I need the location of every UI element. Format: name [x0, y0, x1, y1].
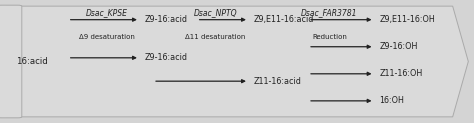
Text: Z9-16:OH: Z9-16:OH — [379, 42, 418, 51]
Text: Z11-16:acid: Z11-16:acid — [254, 77, 301, 86]
Text: Reduction: Reduction — [312, 34, 347, 40]
Text: Δ9 desaturation: Δ9 desaturation — [79, 34, 135, 40]
Text: Z9,E11-16:OH: Z9,E11-16:OH — [379, 15, 435, 24]
Text: Dsac_NPTQ: Dsac_NPTQ — [194, 9, 237, 18]
Text: 16:OH: 16:OH — [379, 96, 404, 105]
Text: Z9,E11-16:acid: Z9,E11-16:acid — [254, 15, 314, 24]
Text: Z9-16:acid: Z9-16:acid — [145, 53, 188, 62]
Text: Z9-16:acid: Z9-16:acid — [145, 15, 188, 24]
FancyBboxPatch shape — [0, 5, 22, 118]
Text: 16:acid: 16:acid — [17, 57, 48, 66]
Polygon shape — [7, 6, 468, 117]
Text: Dsac_FAR3781: Dsac_FAR3781 — [301, 9, 358, 18]
Text: Dsac_KPSE: Dsac_KPSE — [86, 9, 128, 18]
Text: Δ11 desaturation: Δ11 desaturation — [185, 34, 246, 40]
Text: Z11-16:OH: Z11-16:OH — [379, 69, 422, 78]
